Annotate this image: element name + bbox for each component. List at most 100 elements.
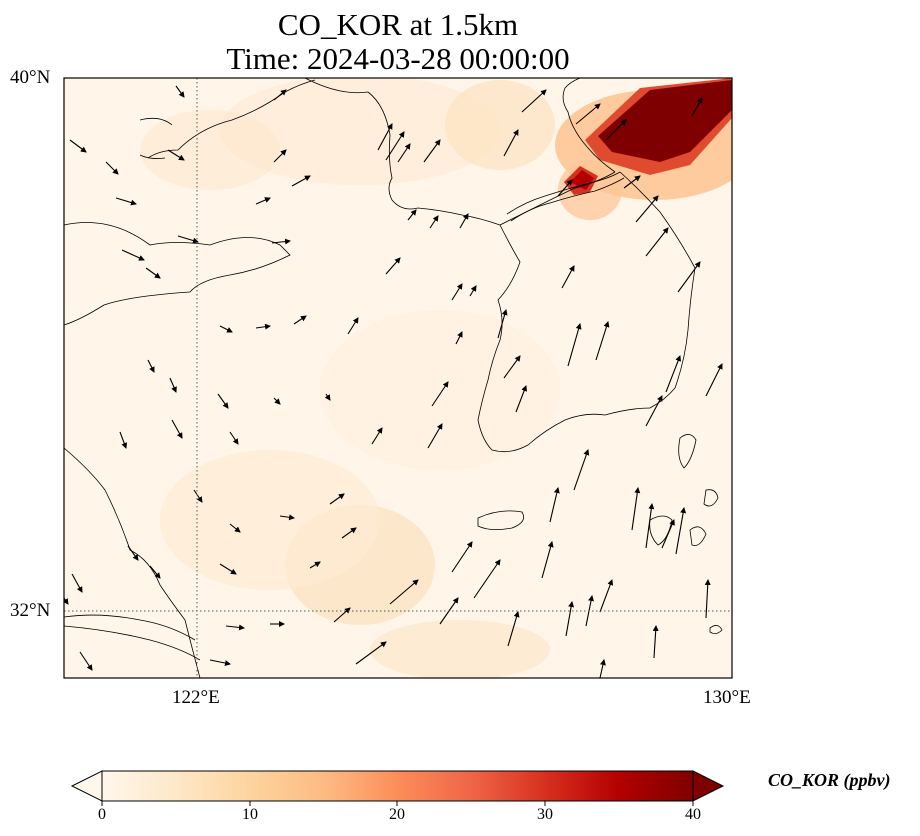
wind-arrow	[389, 579, 419, 605]
wind-arrow	[623, 175, 641, 189]
wind-arrow	[79, 651, 93, 671]
wind-arrow	[677, 261, 701, 293]
colorbar-gradient	[102, 771, 693, 801]
wind-arrow	[665, 355, 681, 393]
colorbar-label-40: 40	[685, 806, 701, 823]
wind-arrow	[127, 545, 139, 561]
wind-arrow	[219, 563, 237, 575]
wind-arrow	[691, 97, 703, 117]
wind-arrow	[541, 541, 554, 579]
wind-arrow	[341, 527, 357, 539]
wind-arrow	[219, 325, 233, 333]
map-plot-area	[64, 78, 732, 678]
colorbar-label-0: 0	[98, 806, 106, 823]
wind-arrow	[575, 103, 601, 125]
concentration-field	[140, 78, 732, 678]
wind-arrow	[64, 597, 69, 605]
wind-arrow	[645, 395, 663, 427]
wind-arrow	[229, 431, 239, 445]
wind-arrow	[309, 561, 321, 569]
wind-arrow	[573, 449, 590, 491]
wind-arrow	[385, 257, 401, 275]
wind-arrow	[119, 431, 128, 449]
wind-arrow	[427, 423, 443, 449]
colorbar-title: CO_KOR (ppbv)	[768, 770, 891, 790]
wind-arrow	[521, 89, 547, 113]
wind-arrow	[105, 161, 119, 175]
lon-tick-130e: 130°E	[703, 687, 751, 708]
wind-arrow	[71, 573, 83, 593]
wind-arrow	[193, 489, 203, 503]
wind-arrow	[431, 381, 449, 407]
wind-arrow	[661, 519, 675, 549]
wind-arrow	[273, 397, 281, 405]
wind-vectors	[64, 85, 723, 678]
wind-arrow	[429, 215, 439, 229]
wind-arrow	[229, 523, 241, 533]
wind-arrow	[324, 393, 331, 401]
wind-arrow	[515, 385, 528, 413]
wind-arrow	[455, 331, 463, 345]
wind-arrow	[209, 659, 231, 666]
wind-arrow	[167, 149, 185, 161]
wind-arrow	[423, 139, 441, 163]
wind-arrow	[675, 507, 687, 555]
wind-arrow	[355, 641, 387, 665]
colorbar-extend-max	[692, 770, 725, 802]
wind-arrow	[147, 359, 155, 373]
wind-arrow	[451, 541, 473, 573]
colorbar	[70, 770, 725, 806]
wind-arrow	[177, 235, 199, 244]
wind-arrow	[145, 267, 161, 279]
wind-arrow	[599, 579, 614, 613]
wind-arrow	[503, 129, 519, 157]
wind-arrow	[549, 487, 560, 523]
wind-arrow	[561, 265, 575, 289]
lat-tick-32n: 32°N	[10, 600, 51, 621]
wind-arrow	[371, 427, 383, 445]
wind-arrow	[503, 355, 521, 379]
gridlines	[64, 78, 732, 678]
wind-arrow	[255, 197, 271, 205]
wind-arrow	[225, 624, 245, 631]
wind-arrow	[115, 197, 137, 206]
wind-arrow	[645, 503, 655, 549]
wind-arrow	[271, 238, 291, 245]
wind-arrow	[631, 487, 641, 531]
colorbar-extend-min	[70, 770, 103, 802]
wind-arrow	[333, 607, 351, 623]
wind-arrow	[171, 419, 183, 439]
wind-arrow	[605, 119, 627, 141]
lat-tick-40n: 40°N	[10, 67, 51, 88]
wind-arrow	[273, 89, 287, 101]
colorbar-label-30: 30	[537, 806, 553, 823]
wind-arrow	[652, 625, 659, 659]
wind-arrow	[567, 323, 582, 367]
colorbar-label-20: 20	[389, 806, 405, 823]
wind-arrow	[557, 179, 573, 197]
wind-arrow	[149, 565, 161, 579]
wind-arrow	[565, 601, 575, 637]
wind-arrow	[507, 611, 520, 647]
wind-arrow	[459, 213, 469, 229]
wind-arrow	[255, 323, 271, 330]
wind-arrow	[329, 493, 345, 505]
wind-arrow	[69, 139, 87, 153]
wind-arrow	[279, 514, 295, 521]
map-title-line2: Time: 2024-03-28 00:00:00	[226, 41, 570, 76]
wind-arrow	[385, 131, 405, 161]
wind-arrow	[397, 143, 411, 163]
wind-arrow	[217, 393, 229, 409]
wind-arrow	[451, 283, 463, 301]
wind-arrow	[273, 149, 287, 163]
wind-arrow	[293, 315, 307, 325]
lon-tick-122e: 122°E	[172, 687, 220, 708]
map-title-line1: CO_KOR at 1.5km	[277, 7, 519, 42]
wind-arrow	[169, 377, 177, 393]
wind-arrow	[599, 659, 606, 678]
wind-arrow	[291, 175, 311, 187]
wind-arrow	[497, 309, 508, 339]
wind-arrow	[347, 317, 359, 335]
wind-arrow	[377, 123, 393, 151]
